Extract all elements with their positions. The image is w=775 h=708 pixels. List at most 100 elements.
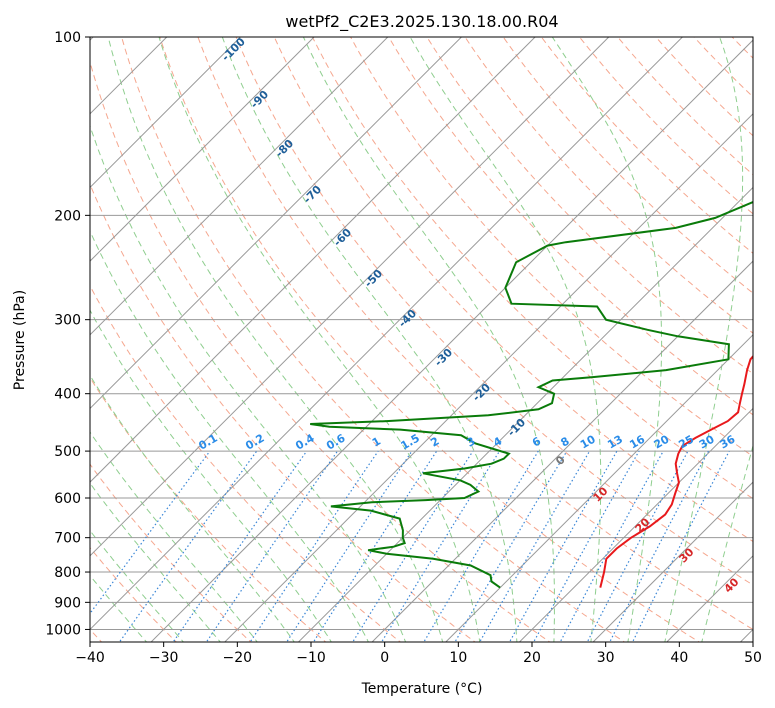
isotherm xyxy=(297,186,753,642)
mixing-ratio-line xyxy=(559,450,664,642)
mixing-ratio-line xyxy=(631,450,730,642)
mixing-ratio-line xyxy=(454,450,568,642)
isotherm xyxy=(224,113,753,642)
dry-adiabat xyxy=(273,37,753,543)
dry-adiabat-label: -20 xyxy=(470,381,493,404)
mixing-ratio-label: 25 xyxy=(676,433,696,452)
moist-adiabat xyxy=(701,443,753,642)
x-tick-label: −20 xyxy=(223,650,253,666)
dry-adiabat-label: 10 xyxy=(591,484,611,504)
moist-adiabat xyxy=(90,124,407,642)
mixing-ratio-label: 20 xyxy=(652,432,672,451)
mixing-ratio-line xyxy=(609,450,710,642)
isotherm xyxy=(592,481,753,642)
moist-adiabat xyxy=(107,37,444,642)
y-tick-label: 200 xyxy=(54,208,81,224)
moist-adiabat xyxy=(90,482,221,642)
mixing-ratio-line xyxy=(90,450,211,615)
grid xyxy=(90,24,775,645)
isotherm xyxy=(90,37,315,262)
y-tick-label: 1000 xyxy=(45,622,81,638)
y-tick-label: 900 xyxy=(54,595,81,611)
plot-frame xyxy=(89,36,754,643)
series-layer xyxy=(310,200,753,589)
mixing-ratio-label: 0.4 xyxy=(293,431,317,452)
mixing-ratio-label: 36 xyxy=(718,432,738,451)
isotherm xyxy=(371,260,753,642)
mixing-ratio-line xyxy=(172,450,308,642)
x-tick-label: −40 xyxy=(75,650,105,666)
y-axis-label: Pressure (hPa) xyxy=(12,290,28,390)
dry-adiabat-label: -50 xyxy=(362,267,385,290)
dry-adiabat xyxy=(90,183,476,642)
isotherm xyxy=(90,37,389,336)
dry-adiabat-label: 0 xyxy=(553,453,568,468)
dry-adiabat-label: -80 xyxy=(273,137,296,160)
mixing-ratio-line xyxy=(352,450,474,642)
x-tick-label: 0 xyxy=(380,650,389,666)
dry-adiabat xyxy=(464,37,753,334)
y-tick-label: 700 xyxy=(54,531,81,547)
x-axis-label: Temperature (°C) xyxy=(361,681,483,697)
y-tick-label: 300 xyxy=(54,313,81,329)
x-tick-label: 40 xyxy=(670,650,688,666)
dry-adiabat xyxy=(388,37,753,416)
dry-adiabat xyxy=(350,37,753,458)
dry-adiabat-label: -90 xyxy=(248,88,271,111)
mixing-ratio-line xyxy=(285,450,413,642)
mixing-ratio-label: 10 xyxy=(578,432,598,451)
x-tick-label: 50 xyxy=(744,650,762,666)
y-tick-label: 600 xyxy=(54,491,81,507)
dry-adiabat xyxy=(693,37,753,98)
dry-adiabat-label: 30 xyxy=(677,545,697,565)
isotherm xyxy=(739,628,753,642)
x-tick-label: 30 xyxy=(597,650,615,666)
dry-adiabat xyxy=(426,37,753,375)
isotherm xyxy=(90,37,536,483)
dry-adiabat-label: 20 xyxy=(633,515,653,535)
isotherm xyxy=(90,37,610,557)
moist-adiabat xyxy=(90,374,295,642)
x-tick-label: 10 xyxy=(449,650,467,666)
temperature-profile xyxy=(599,354,753,588)
isotherm xyxy=(445,334,753,642)
mixing-ratio-label: 16 xyxy=(627,432,647,451)
mixing-ratio-label: 1.5 xyxy=(398,432,421,453)
mixing-ratio-line xyxy=(312,450,438,642)
dry-adiabat xyxy=(757,24,775,645)
isotherm xyxy=(90,37,242,189)
mixing-ratio-label: 3 xyxy=(465,435,478,450)
moist-adiabat xyxy=(90,529,185,642)
dry-adiabat-label: -30 xyxy=(432,346,455,369)
mixing-ratio-line xyxy=(586,450,689,642)
isotherm xyxy=(518,407,753,642)
dry-adiabat-label: 40 xyxy=(722,575,742,595)
isotherm xyxy=(150,39,753,642)
mixing-ratio-line xyxy=(205,450,338,642)
isotherm xyxy=(90,37,463,410)
axis-ticks: −40 −30 −20 −10 0 10 20 30 40 5010020030040050060… xyxy=(45,30,762,666)
dry-adiabat-label: -60 xyxy=(331,226,354,249)
mixing-ratio-label: 8 xyxy=(559,435,572,450)
moist-adiabat xyxy=(221,37,518,642)
moist-adiabat xyxy=(302,37,555,642)
isotherm xyxy=(90,37,684,631)
mixing-ratio-label: 6 xyxy=(530,434,543,449)
mixing-ratio-label: 2 xyxy=(428,435,441,450)
mixing-ratio-line xyxy=(380,450,501,642)
moist-adiabat xyxy=(409,37,602,642)
moist-adiabat xyxy=(90,229,369,642)
dry-adiabat xyxy=(90,284,402,642)
dry-adiabat xyxy=(731,37,753,59)
y-tick-label: 500 xyxy=(54,444,81,460)
x-tick-label: −10 xyxy=(296,650,326,666)
mixing-ratio-label: 1 xyxy=(370,435,383,450)
y-tick-label: 100 xyxy=(54,30,81,46)
mixing-ratio-line xyxy=(118,450,258,642)
dry-adiabat-label: -10 xyxy=(505,416,528,439)
dry-adiabat xyxy=(90,463,252,642)
chart-title: wetPf2_C2E3.2025.130.18.00.R04 xyxy=(285,12,558,32)
dry-adiabat-label: -70 xyxy=(301,183,324,206)
mixing-ratio-line xyxy=(423,450,539,642)
dry-adiabat-label: -40 xyxy=(396,307,419,330)
